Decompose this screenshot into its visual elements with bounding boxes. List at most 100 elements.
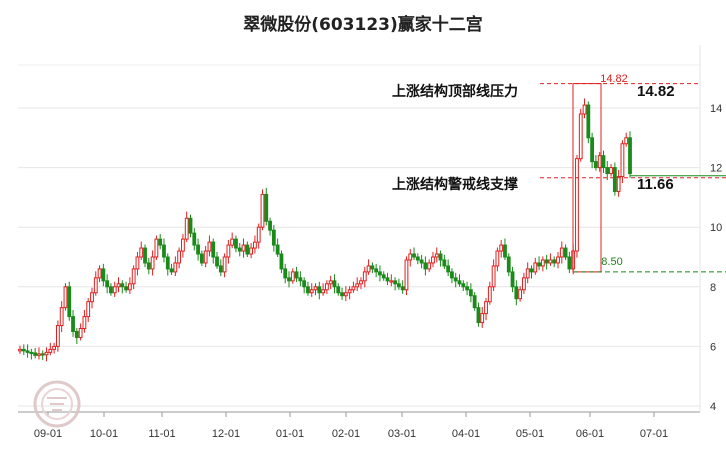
x-tick-label: 12-01 [212, 428, 240, 440]
candle-body [450, 271, 454, 279]
candle-body [55, 325, 60, 347]
candle-body [52, 345, 56, 350]
candle-body [544, 259, 549, 264]
candle-body [378, 271, 382, 276]
candle-body [408, 253, 413, 261]
candle-body [393, 280, 397, 285]
candlestick-series [18, 98, 632, 362]
candle-body [340, 292, 344, 297]
candle-body [237, 247, 242, 252]
candle-body [434, 253, 439, 258]
y-tick-label: 8 [710, 282, 716, 294]
candle-body [67, 286, 72, 318]
candle-body [112, 286, 117, 294]
candle-body [127, 283, 132, 291]
candle-body [116, 283, 121, 288]
candle-body [71, 316, 75, 333]
candle-body [423, 262, 428, 270]
candle-body [525, 268, 530, 279]
candle-body [404, 259, 409, 291]
y-tick-label: 4 [710, 401, 716, 413]
candle-body [317, 286, 322, 294]
candle-body [234, 238, 238, 249]
candle-body [169, 268, 174, 273]
candle-body [192, 232, 197, 246]
candle-body [290, 271, 295, 282]
candle-body [351, 286, 356, 291]
resistance-marker-label: 14.82 [600, 73, 628, 85]
candle-body [245, 244, 250, 255]
candle-body [48, 348, 53, 353]
candle-body [306, 286, 310, 294]
candle-body [105, 280, 110, 288]
candle-body [510, 271, 515, 288]
x-tick-label: 11-01 [148, 428, 175, 440]
candle-body [514, 286, 519, 300]
candle-body [612, 167, 617, 192]
candle-body [86, 301, 91, 318]
candle-body [465, 286, 469, 291]
candle-body [506, 256, 511, 273]
candle-body [173, 262, 178, 273]
candle-body [90, 292, 94, 303]
x-tick-label: 02-01 [332, 428, 360, 440]
candle-body [343, 292, 348, 297]
candle-body [442, 259, 447, 267]
candle-body [249, 247, 254, 255]
candle-body [59, 307, 64, 327]
candle-body [226, 244, 231, 258]
candle-body [203, 250, 208, 264]
candle-body [256, 226, 261, 243]
y-tick-label: 6 [710, 341, 716, 353]
candle-body [40, 353, 45, 356]
candle-body [283, 268, 288, 279]
candle-body [370, 265, 375, 270]
y-tick-label: 12 [710, 163, 722, 175]
candle-body [143, 247, 147, 264]
candle-body [275, 244, 280, 255]
structure-overlays [540, 83, 726, 273]
candle-body [461, 283, 466, 288]
candle-body [124, 286, 128, 291]
x-tick-label: 07-01 [640, 428, 668, 440]
candle-body [309, 289, 314, 294]
candle-body [582, 104, 587, 115]
candle-body [457, 280, 462, 285]
candle-body [135, 256, 140, 270]
candle-body [548, 259, 553, 264]
candle-body [33, 352, 38, 356]
candle-body [575, 158, 579, 252]
candle-body [529, 268, 534, 273]
chart-title: 翠微股份(603123)赢家十二宫 [243, 14, 483, 35]
candle-body [374, 268, 379, 273]
candle-body [628, 137, 632, 175]
y-tick-label: 14 [710, 103, 722, 115]
candle-body [480, 313, 485, 324]
candle-body [165, 256, 170, 270]
candle-body [82, 316, 87, 330]
candle-body [476, 307, 481, 324]
candle-body [139, 247, 144, 258]
candle-body [298, 277, 303, 282]
candle-body [396, 283, 401, 288]
candle-body [188, 217, 193, 234]
x-tick-label: 09-01 [34, 428, 62, 440]
candle-body [241, 244, 246, 252]
candle-body [419, 259, 424, 264]
candle-body [586, 104, 591, 139]
candle-body [594, 161, 598, 169]
candle-body [78, 328, 83, 338]
candle-body [412, 253, 416, 258]
candle-body [400, 286, 405, 291]
x-tick-labels: 09-01 10-01 11-01 12-01 01-01 02-01 03-01 04-01… [34, 428, 668, 440]
candle-body [44, 351, 49, 356]
candle-body [146, 262, 151, 270]
candle-body [415, 256, 420, 261]
candle-body [109, 286, 113, 294]
candle-body [332, 280, 337, 288]
candle-body [260, 193, 265, 228]
candle-body [18, 348, 22, 352]
candle-body [97, 268, 102, 279]
candle-body [93, 277, 98, 294]
candle-body [431, 256, 435, 264]
